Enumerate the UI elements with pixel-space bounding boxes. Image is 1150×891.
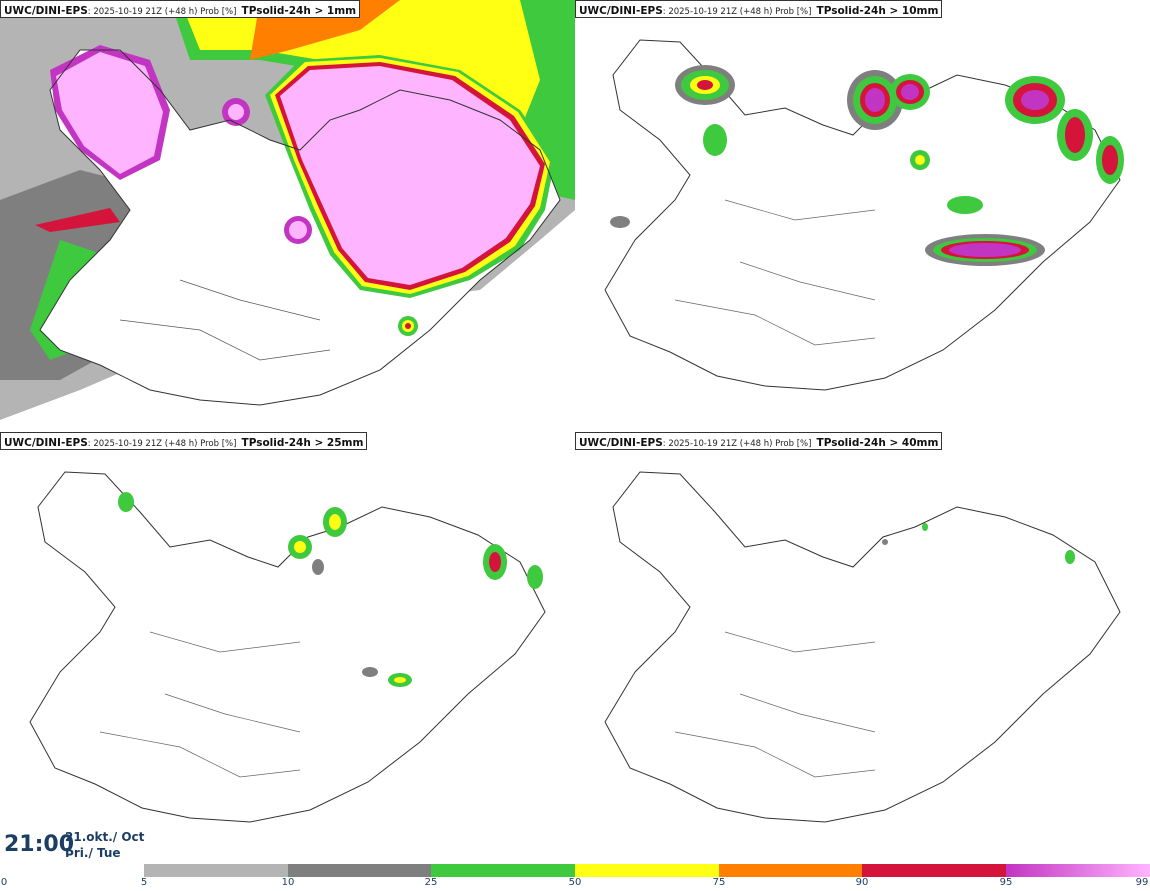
legend-swatch-7 bbox=[1006, 864, 1150, 877]
legend-swatch-4 bbox=[575, 864, 719, 877]
legend-swatch-2 bbox=[288, 864, 431, 877]
map-panel-10mm: UWC/DINI-EPS: 2025-10-19 21Z (+48 h) Pro… bbox=[575, 0, 1150, 432]
legend-tick-75: 75 bbox=[712, 877, 726, 888]
run-meta: : 2025-10-19 21Z (+48 h) Prob [%] bbox=[87, 439, 237, 449]
panel-title: UWC/DINI-EPS: 2025-10-19 21Z (+48 h) Pro… bbox=[575, 0, 943, 18]
map-panel-25mm: UWC/DINI-EPS: 2025-10-19 21Z (+48 h) Pro… bbox=[0, 432, 575, 864]
valid-date: 21.okt./ Oct bbox=[65, 830, 145, 844]
model-name: UWC/DINI-EPS bbox=[4, 437, 88, 449]
legend-swatch-5 bbox=[719, 864, 862, 877]
run-meta: : 2025-10-19 21Z (+48 h) Prob [%] bbox=[87, 7, 237, 17]
map-canvas bbox=[604, 39, 1124, 391]
legend-swatch-1 bbox=[144, 864, 288, 877]
model-name: UWC/DINI-EPS bbox=[579, 437, 663, 449]
map-panel-40mm: UWC/DINI-EPS: 2025-10-19 21Z (+48 h) Pro… bbox=[575, 432, 1150, 864]
model-name: UWC/DINI-EPS bbox=[579, 5, 663, 17]
legend-tick-90: 90 bbox=[855, 877, 869, 888]
map-canvas bbox=[0, 0, 575, 420]
valid-time: 21:00 bbox=[4, 832, 75, 857]
panel-title: UWC/DINI-EPS: 2025-10-19 21Z (+48 h) Pro… bbox=[575, 432, 943, 450]
run-meta: : 2025-10-19 21Z (+48 h) Prob [%] bbox=[662, 7, 812, 17]
legend-tick-10: 10 bbox=[281, 877, 295, 888]
variable-label: TPsolid-24h > 1mm bbox=[241, 5, 357, 17]
legend-swatch-3 bbox=[431, 864, 575, 877]
map-panel-1mm: UWC/DINI-EPS: 2025-10-19 21Z (+48 h) Pro… bbox=[0, 0, 575, 432]
panel-title: UWC/DINI-EPS: 2025-10-19 21Z (+48 h) Pro… bbox=[0, 432, 368, 450]
variable-label: TPsolid-24h > 10mm bbox=[816, 5, 939, 17]
legend-tick-95: 95 bbox=[999, 877, 1013, 888]
legend-tick-50: 50 bbox=[568, 877, 582, 888]
run-meta: : 2025-10-19 21Z (+48 h) Prob [%] bbox=[662, 439, 812, 449]
legend-tick-0: 0 bbox=[0, 877, 8, 888]
legend-swatch-6 bbox=[862, 864, 1006, 877]
model-name: UWC/DINI-EPS bbox=[4, 5, 88, 17]
valid-weekday: Þri./ Tue bbox=[65, 846, 121, 860]
probability-legend: 0 5 10 25 50 75 90 95 99 bbox=[0, 862, 1150, 891]
legend-tick-25: 25 bbox=[424, 877, 438, 888]
variable-label: TPsolid-24h > 25mm bbox=[241, 437, 364, 449]
legend-tick-99: 99 bbox=[1135, 877, 1149, 888]
map-canvas bbox=[29, 471, 546, 823]
panel-title: UWC/DINI-EPS: 2025-10-19 21Z (+48 h) Pro… bbox=[0, 0, 361, 18]
variable-label: TPsolid-24h > 40mm bbox=[816, 437, 939, 449]
map-canvas bbox=[604, 471, 1121, 823]
legend-tick-5: 5 bbox=[140, 877, 148, 888]
